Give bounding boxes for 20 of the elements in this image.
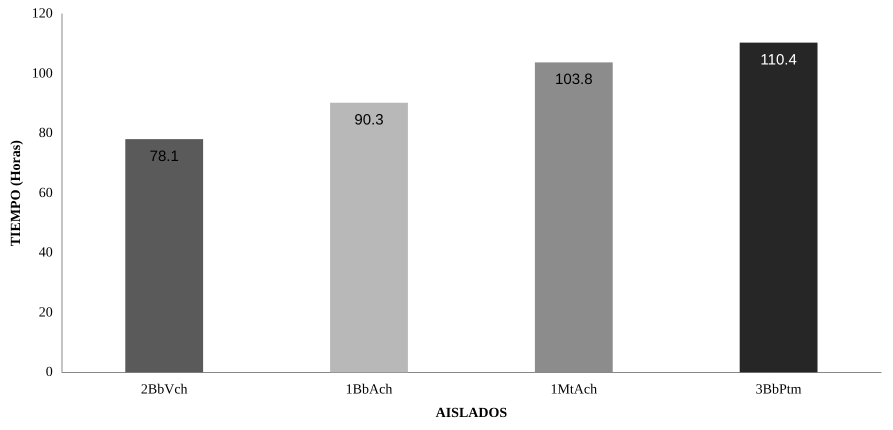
- bar: [740, 42, 818, 372]
- x-tick-label: 2BbVch: [140, 382, 188, 398]
- y-tick-label: 100: [32, 66, 53, 82]
- x-tick-label: 1MtAch: [550, 382, 598, 398]
- y-tick-label: 80: [38, 126, 53, 142]
- data-label: 78.1: [150, 148, 179, 165]
- data-label: 110.4: [760, 51, 797, 68]
- bar: [330, 102, 408, 372]
- y-tick-label: 20: [38, 305, 53, 320]
- y-tick-label: 120: [32, 6, 53, 22]
- y-tick-label: 40: [38, 246, 53, 261]
- x-tick-label: 1BbAch: [346, 382, 392, 398]
- y-tick-label: 60: [38, 186, 53, 201]
- y-axis-title: TIEMPO (Horas): [9, 140, 24, 246]
- x-tick-label: 3BbPtm: [756, 382, 802, 398]
- data-label: 90.3: [354, 111, 384, 128]
- x-axis-title: AISLADOS: [436, 406, 508, 422]
- bar: [125, 139, 204, 372]
- data-label: 103.8: [555, 71, 593, 88]
- y-tick-label: 0: [46, 365, 53, 380]
